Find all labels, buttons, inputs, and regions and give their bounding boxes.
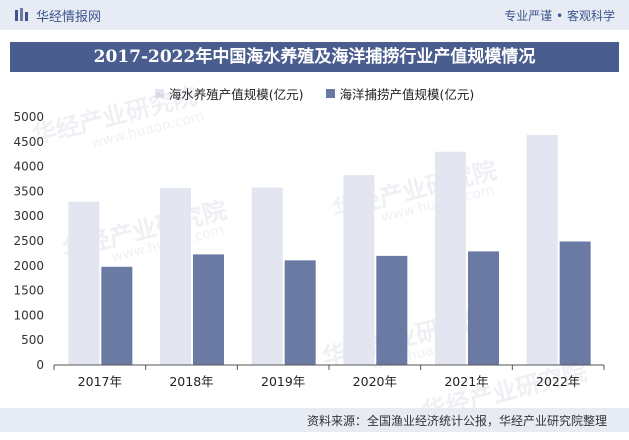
y-tick-label: 500 — [21, 333, 44, 347]
bar-fishing — [284, 260, 316, 365]
x-tick-label: 2019年 — [261, 374, 305, 389]
bar-aquaculture — [251, 187, 283, 365]
x-tick-label: 2022年 — [536, 374, 580, 389]
y-tick-label: 5000 — [13, 110, 44, 124]
source-note: 资料来源：全国渔业经济统计公报，华经产业研究院整理 — [306, 414, 607, 428]
legend-label-aquaculture: 海水养殖产值规模(亿元) — [168, 87, 304, 102]
brand-name: 华经情报网 — [36, 9, 102, 25]
bar-aquaculture — [343, 175, 375, 365]
bar-aquaculture — [526, 134, 558, 365]
bar-aquaculture — [68, 201, 100, 365]
brand: 华经情报网 — [14, 6, 102, 25]
y-tick-label: 2500 — [13, 234, 44, 248]
y-tick-label: 1500 — [13, 284, 44, 298]
x-tick-label: 2021年 — [444, 374, 488, 389]
title-bar: 2017-2022年中国海水养殖及海洋捕捞行业产值规模情况 — [10, 42, 619, 72]
bar-aquaculture — [435, 151, 466, 365]
legend-item-aquaculture: 海水养殖产值规模(亿元) — [154, 84, 304, 103]
legend-swatch-aquaculture — [154, 89, 164, 98]
chart-title: 2017-2022年中国海水养殖及海洋捕捞行业产值规模情况 — [93, 47, 536, 67]
y-tick-label: 4000 — [13, 160, 44, 174]
bar-fishing — [376, 255, 408, 365]
legend-label-fishing: 海洋捕捞产值规模(亿元) — [339, 87, 475, 102]
legend: 海水养殖产值规模(亿元) 海洋捕捞产值规模(亿元) — [0, 84, 629, 103]
x-tick-label: 2018年 — [169, 374, 213, 389]
slogan: 专业严谨 • 客观科学 — [504, 9, 615, 23]
bar-fishing — [193, 254, 224, 365]
legend-item-fishing: 海洋捕捞产值规模(亿元) — [325, 84, 475, 103]
y-tick-label: 3500 — [13, 184, 44, 198]
logo-icon — [15, 8, 28, 21]
footer-bar: 资料来源：全国渔业经济统计公报，华经产业研究院整理 — [0, 408, 629, 432]
y-tick-label: 2000 — [13, 259, 44, 273]
bar-chart: 0 500 1000 1500 2000 2500 3000 3500 4000 4500 5000… — [13, 110, 605, 389]
x-tick-label: 2020年 — [353, 374, 397, 389]
y-tick-label: 3000 — [13, 209, 44, 223]
y-tick-label: 1000 — [13, 308, 44, 322]
bar-fishing — [101, 266, 133, 365]
y-tick-label: 4500 — [13, 135, 44, 149]
legend-swatch-fishing — [325, 89, 335, 98]
x-tick-label: 2017年 — [78, 374, 122, 389]
bar-fishing — [468, 251, 499, 365]
bar-aquaculture — [160, 187, 191, 365]
header-bar: 华经情报网 专业严谨 • 客观科学 — [0, 0, 629, 30]
bar-fishing — [559, 241, 591, 365]
y-tick-label: 0 — [36, 358, 44, 372]
